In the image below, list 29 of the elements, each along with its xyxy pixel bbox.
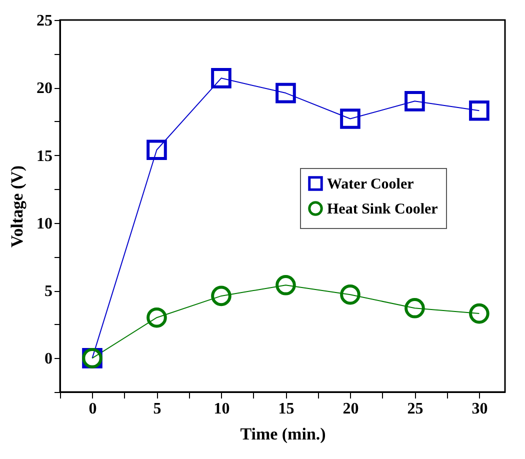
point [404,91,425,112]
y-tick-label: 10 [36,215,52,232]
x-tick-label: 20 [342,400,359,418]
point [469,303,490,324]
point [211,286,232,306]
point [340,284,360,305]
y-tick-label: 15 [36,148,52,165]
y-tick-label: 20 [36,80,52,98]
x-tick-label: 0 [88,400,97,418]
point [146,140,167,160]
point [276,274,296,296]
x-tick-label: 10 [214,400,230,418]
point [146,307,167,328]
legend-label: Heat Sink Cooler [327,202,438,218]
point [211,68,232,88]
point [340,108,360,129]
x-tick-label: 25 [407,400,424,418]
x-tick-label: 15 [278,400,294,418]
y-tick-label: 25 [36,12,52,30]
x-axis-title: Time (min.) [240,424,326,444]
legend-label: Water Cooler [327,176,414,192]
y-axis-title: Voltage (V) [8,166,26,248]
point [276,82,296,104]
point [469,100,490,121]
point [404,298,425,318]
x-tick-label: 5 [153,400,162,418]
x-tick-label: 30 [472,400,488,418]
y-tick-label: 5 [44,283,52,300]
y-tick-label: 0 [44,350,52,368]
